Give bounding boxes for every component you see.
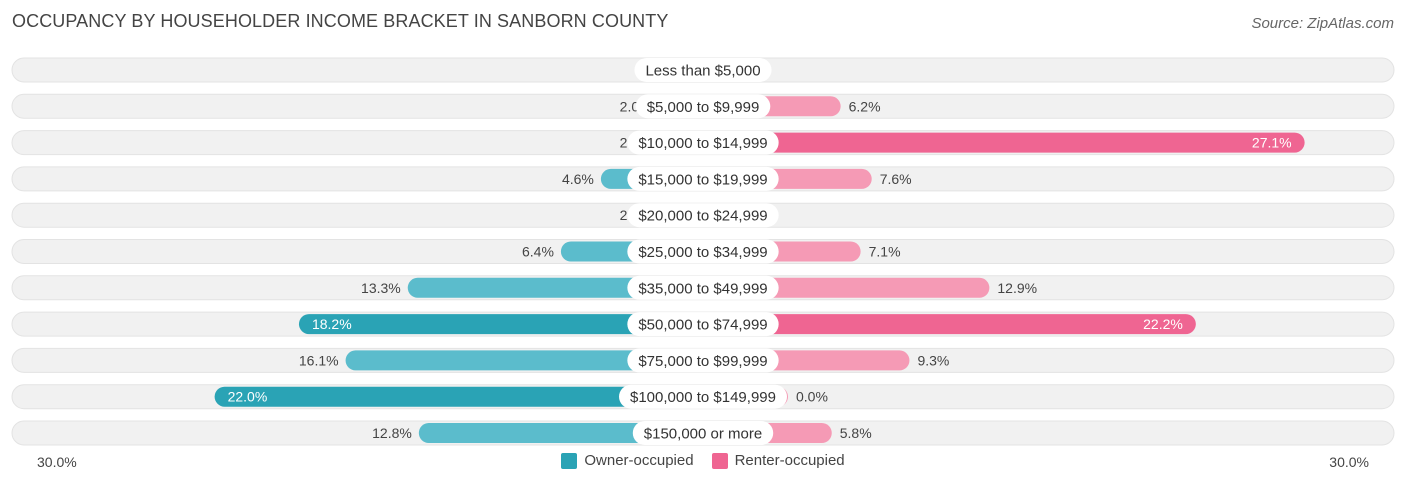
- chart-row: 2.0%0.89%$20,000 to $24,999: [11, 202, 1395, 228]
- owner-bar[interactable]: [214, 386, 703, 407]
- owner-bar[interactable]: [298, 314, 703, 335]
- chart-row: 12.8% 5.8% $150,000 or more: [11, 420, 1395, 446]
- renter-value-label: 5.8%: [840, 425, 872, 441]
- renter-value-label: 7.1%: [869, 244, 901, 260]
- chart-row: 22.0% 0.0% $100,000 to $149,999: [11, 384, 1395, 410]
- renter-value-label: 9.3%: [917, 352, 949, 368]
- category-label: $150,000 or more: [644, 426, 762, 443]
- chart-row: 4.6% 7.6% $15,000 to $19,999: [11, 166, 1395, 192]
- owner-bar[interactable]: [418, 423, 703, 443]
- owner-bar[interactable]: [345, 350, 703, 371]
- renter-value-label: 7.6%: [880, 171, 912, 187]
- category-label: $5,000 to $9,999: [647, 99, 760, 116]
- renter-value-label: 27.1%: [1252, 135, 1292, 151]
- category-pill: [619, 384, 787, 409]
- owner-value-label: 4.6%: [562, 171, 594, 187]
- renter-value-label: 22.2%: [1143, 316, 1183, 332]
- chart-row: 16.1% 9.3% $75,000 to $99,999: [11, 347, 1395, 373]
- chart-row: 2.0% 6.2%$5,000 to $9,999: [11, 93, 1395, 119]
- category-label: Less than $5,000: [645, 63, 760, 80]
- category-label: $75,000 to $99,999: [638, 353, 767, 370]
- category-label: $10,000 to $14,999: [638, 135, 767, 152]
- chart-title: OCCUPANCY BY HOUSEHOLDER INCOME BRACKET …: [12, 11, 669, 31]
- legend-owner-label: Owner-occupied: [584, 452, 694, 469]
- chart-row: 18.2% 22.2% $50,000 to $74,999: [11, 311, 1395, 337]
- axis-right-label: 30.0%: [1329, 454, 1369, 470]
- category-pill: [627, 130, 779, 155]
- owner-value-label: 18.2%: [312, 316, 352, 332]
- renter-value-label: 6.2%: [849, 98, 881, 114]
- legend-owner[interactable]: Owner-occupied: [561, 452, 694, 469]
- category-pill: [627, 166, 779, 191]
- chart-row: 6.4% 7.1% $25,000 to $34,999: [11, 239, 1395, 264]
- owner-value-label: 13.3%: [361, 280, 401, 296]
- owner-value-label: 12.8%: [372, 425, 412, 441]
- renter-bar[interactable]: [703, 314, 1196, 335]
- category-label: $15,000 to $19,999: [638, 171, 767, 188]
- axis-left-label: 30.0%: [37, 454, 77, 470]
- category-label: $100,000 to $149,999: [630, 389, 776, 406]
- chart-row: 0.7%0.89%Less than $5,000: [11, 57, 1395, 83]
- category-pill: [627, 348, 779, 373]
- category-pill: [627, 239, 779, 264]
- renter-value-label: 12.9%: [997, 280, 1037, 296]
- source-note: Source: ZipAtlas.com: [1251, 15, 1394, 32]
- chart-row: 2.0%27.1%$10,000 to $14,999: [11, 130, 1395, 156]
- owner-value-label: 6.4%: [522, 244, 554, 260]
- owner-value-label: 22.0%: [228, 389, 268, 405]
- renter-bar[interactable]: [703, 132, 1305, 153]
- category-label: $35,000 to $49,999: [638, 280, 767, 297]
- category-pill: [632, 421, 774, 445]
- chart-row: 13.3% 12.9% $35,000 to $49,999: [11, 275, 1395, 301]
- category-pill: [627, 312, 779, 337]
- category-label: $25,000 to $34,999: [638, 244, 767, 261]
- category-pill: [634, 58, 772, 82]
- legend-renter-label: Renter-occupied: [734, 452, 845, 469]
- legend-renter[interactable]: Renter-occupied: [711, 452, 845, 469]
- category-pill: [627, 275, 779, 300]
- category-label: $20,000 to $24,999: [638, 208, 767, 225]
- owner-swatch-icon: [561, 452, 578, 469]
- category-pill: [627, 203, 779, 228]
- renter-value-label: 0.0%: [796, 389, 828, 405]
- legend: Owner-occupied Renter-occupied: [0, 452, 1406, 469]
- category-pill: [635, 94, 771, 119]
- owner-value-label: 16.1%: [299, 352, 339, 368]
- renter-swatch-icon: [711, 452, 728, 469]
- category-label: $50,000 to $74,999: [638, 317, 767, 334]
